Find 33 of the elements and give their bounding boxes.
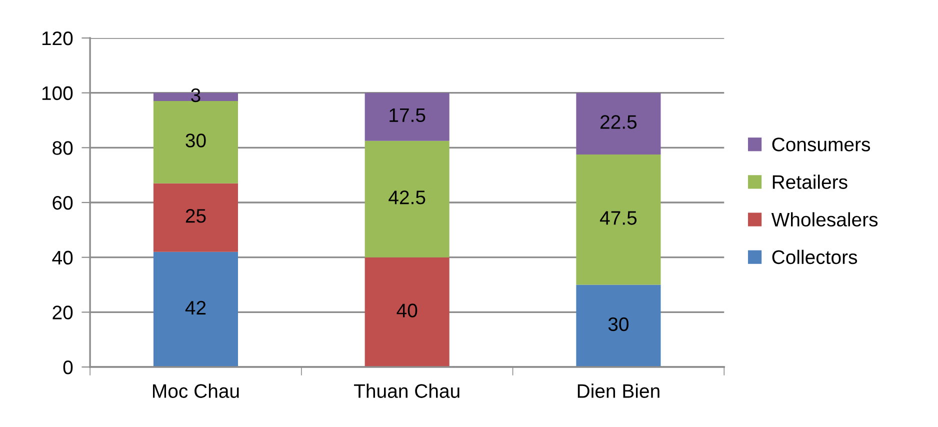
x-tick-label: Thuan Chau [354, 384, 460, 398]
legend-label: Retailers [772, 174, 848, 189]
bar [153, 101, 238, 184]
bar [153, 252, 238, 368]
y-tick-label: 20 [52, 306, 73, 320]
data-label: 22.5 [600, 115, 637, 129]
data-label: 47.5 [600, 211, 637, 225]
bar [364, 257, 450, 368]
bar [576, 284, 661, 368]
data-label: 25 [186, 209, 206, 223]
y-tick-label: 0 [63, 360, 73, 374]
data-label: 3 [191, 88, 200, 102]
y-tick-label: 120 [42, 31, 73, 46]
x-tick-label: Moc Chau [153, 384, 239, 398]
legend-label: Wholesalers [771, 212, 878, 227]
data-label: 40 [396, 304, 418, 318]
x-tick-label: Dien Bien [578, 384, 660, 398]
y-tick-label: 100 [42, 86, 73, 100]
data-label: 30 [186, 134, 206, 148]
y-tick-label: 80 [52, 141, 73, 155]
data-label: 30 [608, 317, 629, 332]
bar [153, 183, 238, 252]
bar [576, 92, 661, 155]
y-tick-label: 40 [52, 250, 73, 265]
bar [364, 140, 450, 258]
data-label: 42.5 [388, 190, 426, 204]
legend-label: Collectors [772, 250, 858, 264]
y-tick-label: 60 [52, 196, 73, 210]
bar [576, 154, 661, 285]
legend-label: Consumers [772, 138, 870, 152]
bar [364, 92, 450, 141]
data-label: 17.5 [390, 108, 426, 122]
data-label: 42 [185, 300, 206, 314]
